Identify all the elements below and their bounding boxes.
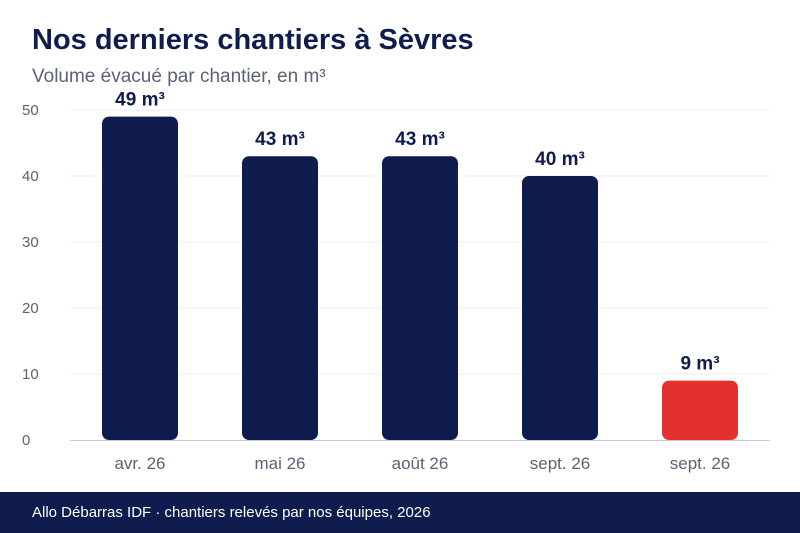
data-labels: 49 m³ 43 m³ 43 m³ 40 m³ 9 m³ (115, 90, 719, 375)
x-tick-label: avr. 26 (114, 454, 165, 473)
y-axis-ticks: 0 10 20 30 40 50 (22, 102, 39, 449)
bar (382, 156, 458, 440)
y-tick-label: 40 (22, 168, 39, 185)
y-tick-label: 50 (22, 102, 39, 119)
bar (662, 380, 738, 440)
x-tick-label: sept. 26 (530, 454, 591, 473)
footer-text: Allo Débarras IDF · chantiers relevés pa… (32, 504, 431, 521)
footer-bar: Allo Débarras IDF · chantiers relevés pa… (0, 492, 800, 533)
data-label: 9 m³ (680, 354, 719, 375)
chart-subtitle: Volume évacué par chantier, en m³ (32, 66, 326, 87)
x-axis-ticks: avr. 26 mai 26 août 26 sept. 26 sept. 26 (114, 454, 730, 473)
data-label: 49 m³ (115, 90, 165, 111)
bars (102, 116, 738, 440)
data-label: 43 m³ (255, 129, 305, 150)
chart-title: Nos derniers chantiers à Sèvres (32, 24, 474, 56)
y-tick-label: 10 (22, 366, 39, 383)
bar-chart: 0 10 20 30 40 50 49 m³ 43 m³ 43 m³ 40 m³ 9 m³ avr… (22, 90, 770, 473)
y-tick-label: 20 (22, 300, 39, 317)
data-label: 40 m³ (535, 149, 585, 170)
y-tick-label: 0 (22, 432, 30, 449)
x-tick-label: sept. 26 (670, 454, 731, 473)
data-label: 43 m³ (395, 129, 445, 150)
bar (102, 116, 178, 440)
x-tick-label: mai 26 (254, 454, 305, 473)
y-tick-label: 30 (22, 234, 39, 251)
bar (522, 176, 598, 440)
x-tick-label: août 26 (392, 454, 449, 473)
bar (242, 156, 318, 440)
